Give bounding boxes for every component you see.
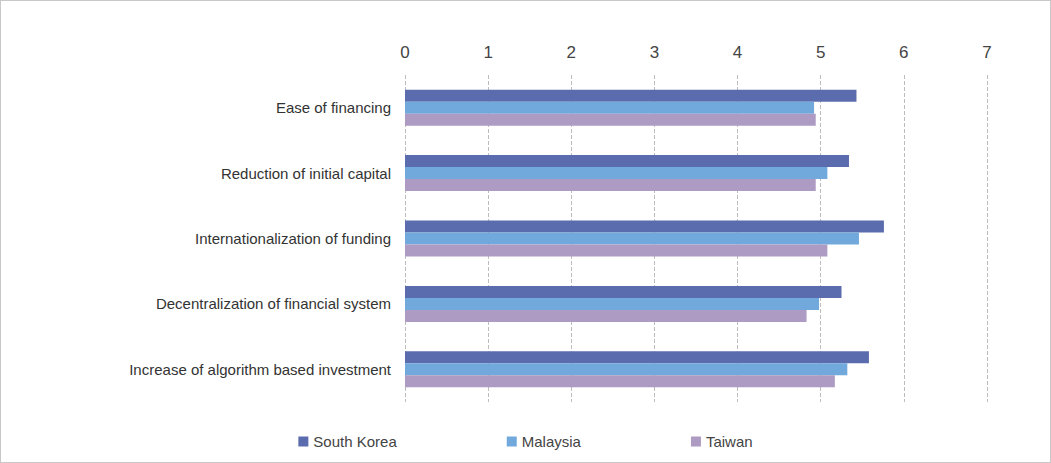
svg-text:4: 4 <box>733 43 742 62</box>
svg-text:Ease of financing: Ease of financing <box>276 99 391 116</box>
svg-text:1: 1 <box>483 43 492 62</box>
svg-text:2: 2 <box>567 43 576 62</box>
svg-text:7: 7 <box>982 43 991 62</box>
svg-text:Internationalization of fundin: Internationalization of funding <box>195 230 391 247</box>
svg-text:Malaysia: Malaysia <box>522 433 582 450</box>
svg-text:South Korea: South Korea <box>313 433 397 450</box>
svg-text:Increase of algorithm based in: Increase of algorithm based investment <box>129 361 392 378</box>
svg-text:Decentralization of financial: Decentralization of financial system <box>156 295 391 312</box>
svg-text:Taiwan: Taiwan <box>706 433 753 450</box>
svg-text:0: 0 <box>400 43 409 62</box>
svg-text:Reduction of initial capital: Reduction of initial capital <box>221 165 391 182</box>
svg-text:3: 3 <box>650 43 659 62</box>
svg-text:6: 6 <box>899 43 908 62</box>
svg-text:5: 5 <box>816 43 825 62</box>
